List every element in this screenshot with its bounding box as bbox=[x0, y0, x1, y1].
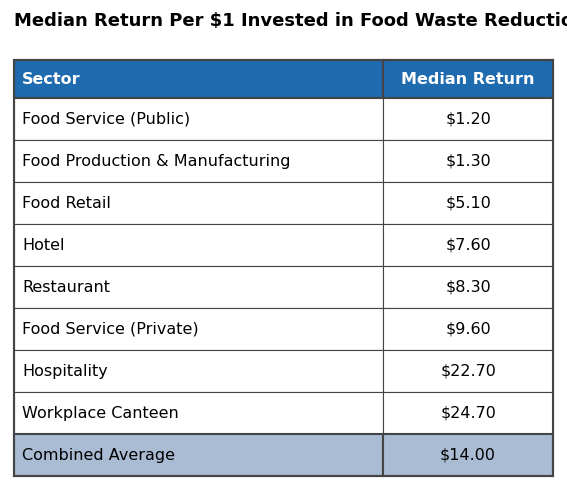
Bar bbox=[383, 434, 553, 476]
Bar bbox=[14, 60, 553, 476]
Bar bbox=[14, 98, 383, 140]
Bar bbox=[383, 392, 553, 434]
Bar bbox=[14, 182, 383, 224]
Bar bbox=[14, 308, 383, 350]
Text: Food Production & Manufacturing: Food Production & Manufacturing bbox=[22, 154, 290, 169]
Bar bbox=[383, 224, 553, 266]
Text: Workplace Canteen: Workplace Canteen bbox=[22, 405, 179, 420]
Bar bbox=[14, 140, 383, 182]
Text: $1.30: $1.30 bbox=[445, 154, 491, 169]
Bar bbox=[14, 266, 383, 308]
Bar bbox=[14, 350, 383, 392]
Text: Food Service (Private): Food Service (Private) bbox=[22, 322, 198, 336]
Text: $1.20: $1.20 bbox=[445, 111, 491, 126]
Text: $5.10: $5.10 bbox=[445, 195, 491, 210]
Bar bbox=[383, 98, 553, 140]
Text: Food Service (Public): Food Service (Public) bbox=[22, 111, 190, 126]
Text: Hotel: Hotel bbox=[22, 238, 65, 253]
Bar bbox=[14, 60, 383, 98]
Text: Sector: Sector bbox=[22, 71, 81, 87]
Text: $8.30: $8.30 bbox=[445, 279, 491, 295]
Text: Restaurant: Restaurant bbox=[22, 279, 110, 295]
Text: $7.60: $7.60 bbox=[445, 238, 491, 253]
Bar bbox=[383, 140, 553, 182]
Text: Food Retail: Food Retail bbox=[22, 195, 111, 210]
Bar bbox=[383, 60, 553, 98]
Text: Hospitality: Hospitality bbox=[22, 364, 108, 379]
Text: Median Return: Median Return bbox=[401, 71, 535, 87]
Bar bbox=[383, 182, 553, 224]
Text: Median Return Per $1 Invested in Food Waste Reduction: Median Return Per $1 Invested in Food Wa… bbox=[14, 12, 567, 30]
Text: $9.60: $9.60 bbox=[445, 322, 491, 336]
Text: $24.70: $24.70 bbox=[440, 405, 496, 420]
Text: $14.00: $14.00 bbox=[440, 448, 496, 463]
Text: Combined Average: Combined Average bbox=[22, 448, 175, 463]
Bar bbox=[383, 350, 553, 392]
Bar bbox=[383, 308, 553, 350]
Bar bbox=[14, 392, 383, 434]
Bar bbox=[383, 266, 553, 308]
Text: $22.70: $22.70 bbox=[440, 364, 496, 379]
Bar bbox=[14, 434, 383, 476]
Bar bbox=[14, 224, 383, 266]
